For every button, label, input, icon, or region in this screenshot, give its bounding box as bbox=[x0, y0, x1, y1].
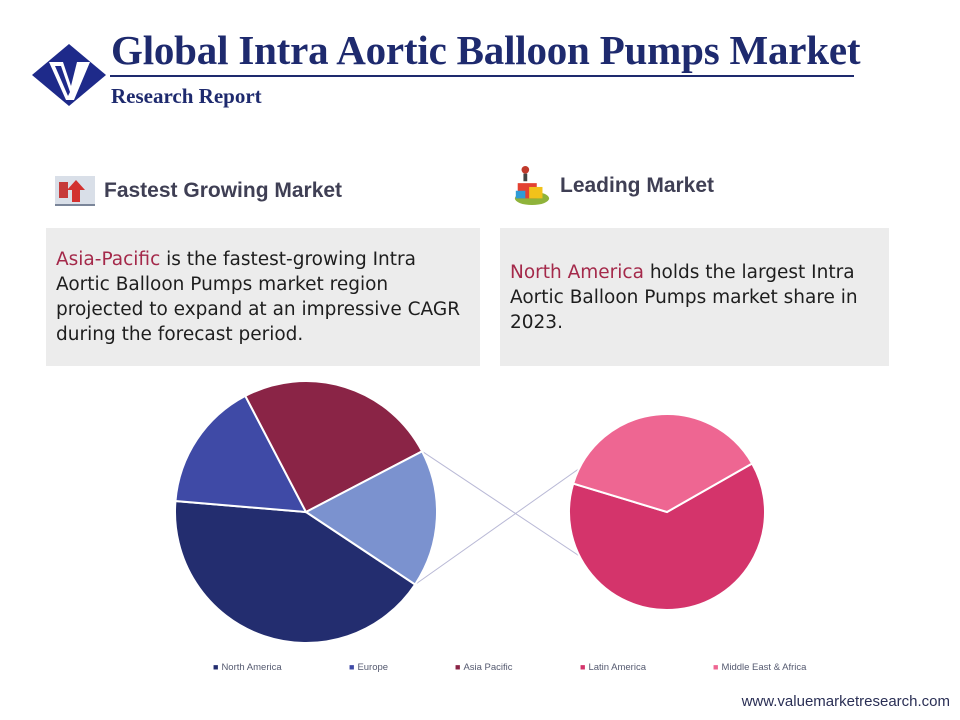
up-arrow-chart-icon bbox=[55, 176, 95, 206]
legend-item-middle-east-africa: ■ Middle East & Africa bbox=[713, 662, 806, 673]
breakout-slice-middle-east-africa bbox=[571, 413, 754, 514]
legend-bullet-europe: ■ bbox=[349, 662, 355, 672]
legend-label-europe: Europe bbox=[357, 662, 389, 673]
pie-slice-europe bbox=[174, 394, 308, 514]
pie-of-pie-chart bbox=[174, 380, 766, 644]
page-subtitle: Research Report bbox=[111, 84, 262, 108]
legend-bullet-middle-east-africa: ■ bbox=[713, 662, 719, 672]
pie-slice-asia-pacific bbox=[243, 380, 424, 514]
leading-description: holds the largest Intra Aortic Balloon P… bbox=[510, 261, 858, 333]
fastest-growing-text: Asia-Pacific is the fastest-growing Intr… bbox=[56, 247, 470, 347]
legend-label-asia-pacific: Asia Pacific bbox=[463, 662, 513, 673]
breakout-slice-latin-america bbox=[568, 462, 766, 611]
pie-slice-north-america bbox=[174, 499, 417, 644]
legend-item-latin-america: ■ Latin America bbox=[580, 662, 646, 673]
leading-market-box: North America holds the largest Intra Ao… bbox=[500, 228, 889, 366]
title-underline bbox=[110, 75, 854, 77]
fastest-description: is the fastest-growing Intra Aortic Ball… bbox=[56, 249, 461, 345]
fastest-region: Asia-Pacific bbox=[56, 249, 161, 270]
legend-bullet-asia-pacific: ■ bbox=[455, 662, 461, 672]
legend-bullet-latin-america: ■ bbox=[580, 662, 586, 672]
pie-slice-other bbox=[304, 449, 438, 586]
fastest-growing-box: Asia-Pacific is the fastest-growing Intr… bbox=[46, 228, 480, 366]
leading-market-text: North America holds the largest Intra Ao… bbox=[510, 260, 879, 335]
fastest-growing-label: Fastest Growing Market bbox=[104, 179, 343, 202]
company-logo bbox=[32, 44, 106, 106]
legend-label-middle-east-africa: Middle East & Africa bbox=[721, 662, 807, 673]
legend-item-north-america: ■ North America bbox=[213, 662, 282, 673]
trophy-podium-icon bbox=[514, 166, 550, 206]
page-title: Global Intra Aortic Balloon Pumps Market bbox=[111, 27, 861, 73]
leading-market-heading: Leading Market bbox=[512, 164, 714, 208]
legend-label-north-america: North America bbox=[221, 662, 282, 673]
leading-market-label: Leading Market bbox=[560, 174, 715, 197]
fastest-growing-heading: Fastest Growing Market bbox=[54, 172, 342, 210]
legend-label-latin-america: Latin America bbox=[588, 662, 646, 673]
legend-item-europe: ■ Europe bbox=[349, 662, 388, 673]
footer-url: www.valuemarketresearch.com bbox=[741, 693, 950, 710]
legend-item-asia-pacific: ■ Asia Pacific bbox=[455, 662, 513, 673]
legend-bullet-north-america: ■ bbox=[213, 662, 219, 672]
leading-region: North America bbox=[510, 261, 644, 283]
